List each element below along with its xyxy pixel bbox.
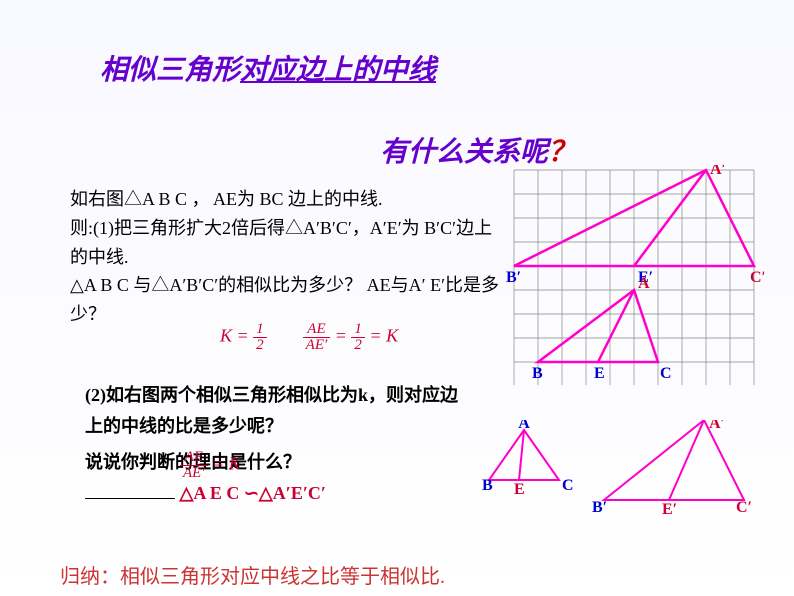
grid-figure: A′B′C′E′ABCE xyxy=(504,165,764,390)
svg-text:E: E xyxy=(594,365,605,382)
lbl-Bp-sm: B′ xyxy=(592,499,607,516)
svg-text:B: B xyxy=(532,365,543,382)
k-eq: K = xyxy=(220,326,249,346)
small-tri-svg: A B C E A′ B′ C′ E′ xyxy=(474,420,754,530)
svg-text:B′: B′ xyxy=(506,269,521,286)
small-triangles: A B C E A′ B′ C′ E′ xyxy=(474,420,754,535)
lbl-Ap-sm: A′ xyxy=(709,420,725,432)
small-tri-right: A′ B′ C′ E′ xyxy=(592,420,752,518)
svg-text:A: A xyxy=(638,275,650,292)
p1-l1: 如右图△A B C ， AE为 BC 边上的中线. xyxy=(70,185,500,214)
title-underline: 对应边上的中线 xyxy=(240,55,436,86)
eq1: = xyxy=(335,326,352,346)
title-line1: 相似三角形对应边上的中线 xyxy=(100,48,436,88)
svg-text:C: C xyxy=(660,365,672,382)
frac-ae1: AE AE′ xyxy=(303,322,331,353)
ae-den1: AE′ xyxy=(303,338,331,353)
title-line2: 有什么关系呢？ xyxy=(380,130,576,170)
blank-line xyxy=(85,481,175,499)
paragraph-2: (2)如右图两个相似三角形相似比为k，则对应边上的中线的比是多少呢？ 说说你判断… xyxy=(85,380,465,508)
lbl-B-sm: B xyxy=(482,477,493,494)
paragraph-1: 如右图△A B C ， AE为 BC 边上的中线. 则:(1)把三角形扩大2倍后… xyxy=(70,185,500,329)
svg-text:C′: C′ xyxy=(750,269,764,286)
title-line2-text: 有什么关系呢 xyxy=(380,137,548,168)
lbl-Ep-sm: E′ xyxy=(662,501,677,518)
formula-row-1: K = 1 2 AE AE′ = 1 2 = K xyxy=(220,322,398,353)
frac-half2: 1 2 xyxy=(351,322,365,353)
half-den2: 2 xyxy=(351,338,365,353)
formula-row-2: AE AE′ = K xyxy=(180,450,241,481)
lbl-Cp-sm: C′ xyxy=(736,499,752,516)
lbl-A-sm: A xyxy=(518,420,530,432)
small-tri-left: A B C E xyxy=(482,420,574,498)
title-prefix: 相似三角形 xyxy=(100,55,240,86)
lbl-C-sm: C xyxy=(562,477,574,494)
p1-l2: 则:(1)把三角形扩大2倍后得△A′B′C′，A′E′为 B′C′边上的中线. xyxy=(70,214,500,272)
eq-k2: = K xyxy=(212,454,241,474)
svg-text:A′: A′ xyxy=(710,165,726,178)
eq-k1: = K xyxy=(369,326,398,346)
grid-svg: A′B′C′E′ABCE xyxy=(504,165,764,385)
title-qmark: ？ xyxy=(548,137,576,168)
ae-den2: AE′ xyxy=(180,466,208,481)
half-den: 2 xyxy=(253,338,267,353)
half-num: 1 xyxy=(253,322,267,338)
ae-num2: AE xyxy=(180,450,208,466)
frac-half: 1 2 xyxy=(253,322,267,353)
ae-num1: AE xyxy=(303,322,331,338)
p2-l1: (2)如右图两个相似三角形相似比为k，则对应边上的中线的比是多少呢？ xyxy=(85,380,465,441)
half-num2: 1 xyxy=(351,322,365,338)
frac-ae2: AE AE′ xyxy=(180,450,208,481)
similar-statement: △A E C ∽△A′E′C′ xyxy=(180,483,326,503)
lbl-E-sm: E xyxy=(514,481,525,498)
conclusion: 归纳：相似三角形对应中线之比等于相似比. xyxy=(60,560,445,589)
p1-l3: △A B C 与△A′B′C′的相似比为多少？ AE与A′ E′比是多少？ xyxy=(70,271,500,329)
